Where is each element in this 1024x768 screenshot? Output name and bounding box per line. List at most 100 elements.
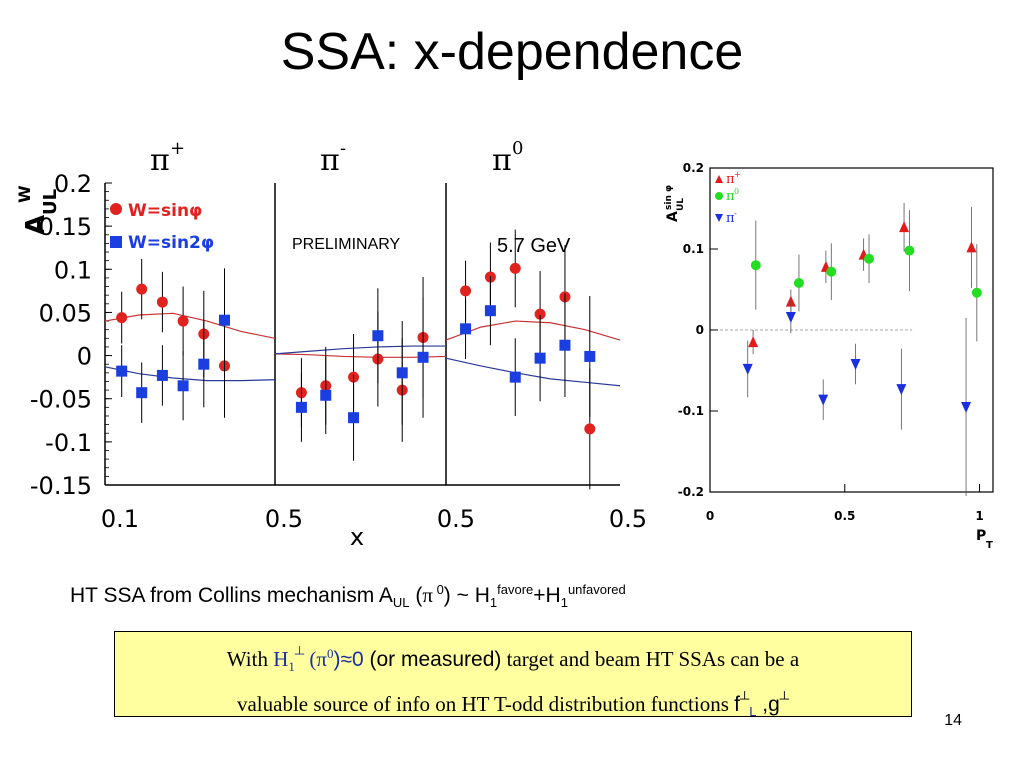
- data-point-sin2phi: [484, 305, 496, 317]
- legend-label-1: π: [726, 189, 735, 204]
- box-f-sub: L: [749, 704, 757, 720]
- page-number: 14: [944, 712, 962, 729]
- data-point-pi-minus: [896, 384, 907, 396]
- data-point-pi-minus: [961, 401, 972, 413]
- right-y-label-sup: sin φ: [664, 185, 674, 210]
- y-tick-label: 0.2: [683, 161, 704, 175]
- data-point-sin2phi: [177, 380, 189, 392]
- fit-curve-red: [274, 353, 447, 358]
- data-point-pi-plus: [748, 336, 759, 348]
- legend-label-0: π: [726, 172, 735, 187]
- caption-unfavored: unfavored: [567, 582, 626, 597]
- y-axis-label: AUL W: [15, 185, 61, 235]
- panel-title-sup-0: +: [170, 138, 185, 159]
- data-point-pi-minus: [742, 363, 753, 375]
- legend-sup-1: 0: [734, 187, 739, 196]
- data-point-sin2phi: [219, 314, 230, 326]
- legend-marker-pi-zero: [715, 192, 723, 200]
- caption-favore: favore: [497, 582, 534, 597]
- data-point-sinphi: [116, 312, 128, 324]
- data-point-sin2phi: [460, 323, 472, 335]
- box-measured: (or measured): [363, 648, 502, 671]
- data-point-pi-minus: [785, 312, 796, 324]
- data-point-sinphi: [509, 262, 521, 274]
- right-y-label-sub: UL: [676, 198, 686, 211]
- data-point-pi-zero: [826, 266, 837, 277]
- legend-marker-sin2phi: [110, 236, 122, 248]
- caption-pi: π: [422, 583, 433, 607]
- x-tick-label: 0.5: [437, 505, 475, 533]
- data-point-pi-zero: [750, 260, 761, 271]
- box-f: f: [734, 693, 740, 717]
- data-point-sinphi: [460, 285, 472, 297]
- data-point-sin2phi: [198, 358, 210, 370]
- y-tick-label: -0.05: [30, 386, 92, 414]
- x-axis-label: x: [350, 523, 364, 551]
- panel-title-0: π: [150, 143, 170, 178]
- x-tick-label: 0.1: [101, 505, 139, 533]
- box-pi-sup: 0: [326, 646, 334, 661]
- x-axis-label-sub: T: [986, 540, 993, 551]
- data-point-sin2phi: [417, 351, 429, 363]
- fit-curve-blue: [104, 366, 276, 382]
- x-axis-label-main: P: [976, 528, 986, 544]
- data-point-sin2phi: [534, 352, 546, 364]
- legend-marker-pi-plus: [715, 175, 723, 183]
- fit-curve-red: [445, 320, 621, 341]
- data-point-pi-minus: [850, 359, 861, 371]
- y-tick-label: 0.1: [54, 256, 92, 284]
- panel-title-sup-2: 0: [512, 138, 523, 159]
- box-with: With: [226, 647, 274, 671]
- box-h1: H: [273, 647, 289, 671]
- y-tick-label: -0.1: [678, 404, 704, 418]
- data-point-sinphi: [156, 296, 168, 308]
- conclusion-box: With H1┴ (π0)≈0 (or measured) target and…: [114, 631, 912, 720]
- data-point-sin2phi: [559, 339, 571, 351]
- data-point-pi-plus: [966, 241, 977, 253]
- box-perp: ┴: [294, 646, 305, 661]
- slide-title: SSA: x-dependence: [280, 23, 744, 81]
- panel-title-2: π: [492, 143, 512, 178]
- data-point-sin2phi: [156, 369, 168, 381]
- data-point-pi-zero: [971, 287, 982, 298]
- caption-pi-sup: 0: [432, 582, 444, 597]
- panel-title-sup-1: -: [340, 138, 346, 159]
- box-text-2: valuable source of info on HT T-odd dist…: [236, 692, 735, 717]
- data-point-sin2phi: [295, 401, 307, 413]
- x-tick-label: 0: [706, 509, 714, 523]
- legend-label-2: π: [726, 211, 735, 226]
- data-point-pi-zero: [793, 278, 804, 289]
- y-tick-label: 0: [77, 343, 92, 371]
- box-h1-sub: 1: [288, 659, 295, 675]
- fit-curve-blue: [445, 357, 621, 387]
- data-point-sin2phi: [136, 387, 148, 399]
- box-pi: π: [316, 647, 327, 671]
- legend-marker-sinphi: [110, 203, 122, 215]
- legend-label-sin2phi: W=sin2φ: [128, 233, 214, 253]
- legend-marker-pi-minus: [715, 214, 723, 222]
- right-y-label-main: A: [665, 211, 681, 222]
- data-point-sin2phi: [584, 350, 596, 362]
- data-point-sin2phi: [116, 365, 128, 377]
- x-dependence-chart: 0.2 0.15 0.1 0.05 0 -0.05 -0.1 -0.15 0.1 0.5 0.5 0.…: [15, 138, 647, 551]
- y-tick-label: -0.2: [678, 485, 704, 499]
- y-axis-label-sub: UL: [40, 189, 61, 215]
- data-point-sin2phi: [348, 412, 360, 424]
- data-point-pi-zero: [864, 253, 875, 264]
- x-tick-label: 0.5: [834, 509, 855, 523]
- data-point-pi-zero: [904, 245, 915, 256]
- caption-h-sub2: 1: [560, 595, 568, 611]
- box-paren: (: [304, 647, 317, 671]
- data-point-pi-minus: [818, 394, 829, 406]
- data-point-sin2phi: [509, 371, 521, 383]
- data-point-sinphi: [534, 308, 546, 320]
- y-tick-label: 0.15: [39, 213, 92, 241]
- legend-sup-0: +: [734, 170, 741, 179]
- data-point-sinphi: [584, 423, 596, 435]
- panel-title-1: π: [320, 143, 340, 178]
- box-text-1: target and beam HT SSAs can be a: [501, 647, 800, 671]
- box-approx: )≈0: [333, 648, 364, 671]
- y-tick-label: -0.1: [45, 429, 92, 457]
